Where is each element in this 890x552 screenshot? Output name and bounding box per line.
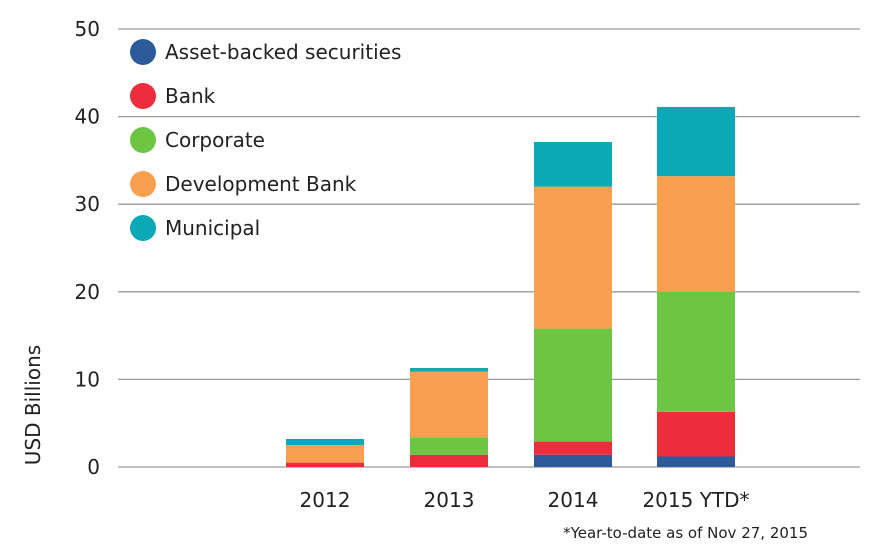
bar-segment-municipal bbox=[410, 368, 488, 372]
bar-segment-asset-backed-securities bbox=[657, 456, 735, 467]
y-tick-label: 50 bbox=[75, 17, 100, 41]
y-tick-label: 40 bbox=[75, 105, 100, 129]
bar-segment-corporate bbox=[534, 328, 612, 442]
bar-segment-development-bank bbox=[657, 176, 735, 292]
gridlines bbox=[118, 28, 860, 468]
x-tick-label: 2014 bbox=[548, 488, 599, 512]
legend: Asset-backed securities Bank Corporate Deve… bbox=[130, 39, 401, 241]
x-tick-label: 2013 bbox=[424, 488, 475, 512]
bar-segment-bank bbox=[657, 411, 735, 457]
bar-segment-municipal bbox=[534, 142, 612, 187]
legend-swatch bbox=[130, 83, 156, 109]
y-tick-label: 20 bbox=[75, 280, 100, 304]
legend-label: Asset-backed securities bbox=[165, 40, 401, 64]
legend-swatch bbox=[130, 127, 156, 153]
bar-segment-corporate bbox=[657, 291, 735, 412]
legend-swatch bbox=[130, 39, 156, 65]
bar-segment-corporate bbox=[410, 437, 488, 455]
y-tick-label: 0 bbox=[87, 455, 100, 479]
bar-segment-development-bank bbox=[534, 186, 612, 329]
bar-segment-asset-backed-securities bbox=[534, 454, 612, 467]
x-tick-labels: 2012 2013 2014 2015 YTD* bbox=[300, 488, 750, 512]
bar-segment-development-bank bbox=[410, 371, 488, 438]
legend-label: Development Bank bbox=[165, 172, 357, 196]
legend-label: Municipal bbox=[165, 216, 260, 240]
bar-segment-bank bbox=[410, 454, 488, 467]
legend-label: Bank bbox=[165, 84, 216, 108]
legend-swatch bbox=[130, 171, 156, 197]
bar-segment-municipal bbox=[286, 438, 364, 446]
footnote: *Year-to-date as of Nov 27, 2015 bbox=[563, 524, 808, 542]
bar-segment-municipal bbox=[657, 106, 735, 177]
bars bbox=[286, 106, 735, 467]
y-tick-labels: 0 10 20 30 40 50 bbox=[75, 17, 100, 479]
y-tick-label: 30 bbox=[75, 192, 100, 216]
bar-segment-bank bbox=[286, 462, 364, 467]
y-tick-label: 10 bbox=[75, 367, 100, 391]
x-tick-label: 2012 bbox=[300, 488, 351, 512]
x-tick-label: 2015 YTD* bbox=[642, 488, 749, 512]
legend-label: Corporate bbox=[165, 128, 265, 152]
legend-swatch bbox=[130, 215, 156, 241]
bar-segment-development-bank bbox=[286, 445, 364, 463]
bar-segment-bank bbox=[534, 441, 612, 455]
y-axis-title: USD Billions bbox=[21, 345, 45, 465]
